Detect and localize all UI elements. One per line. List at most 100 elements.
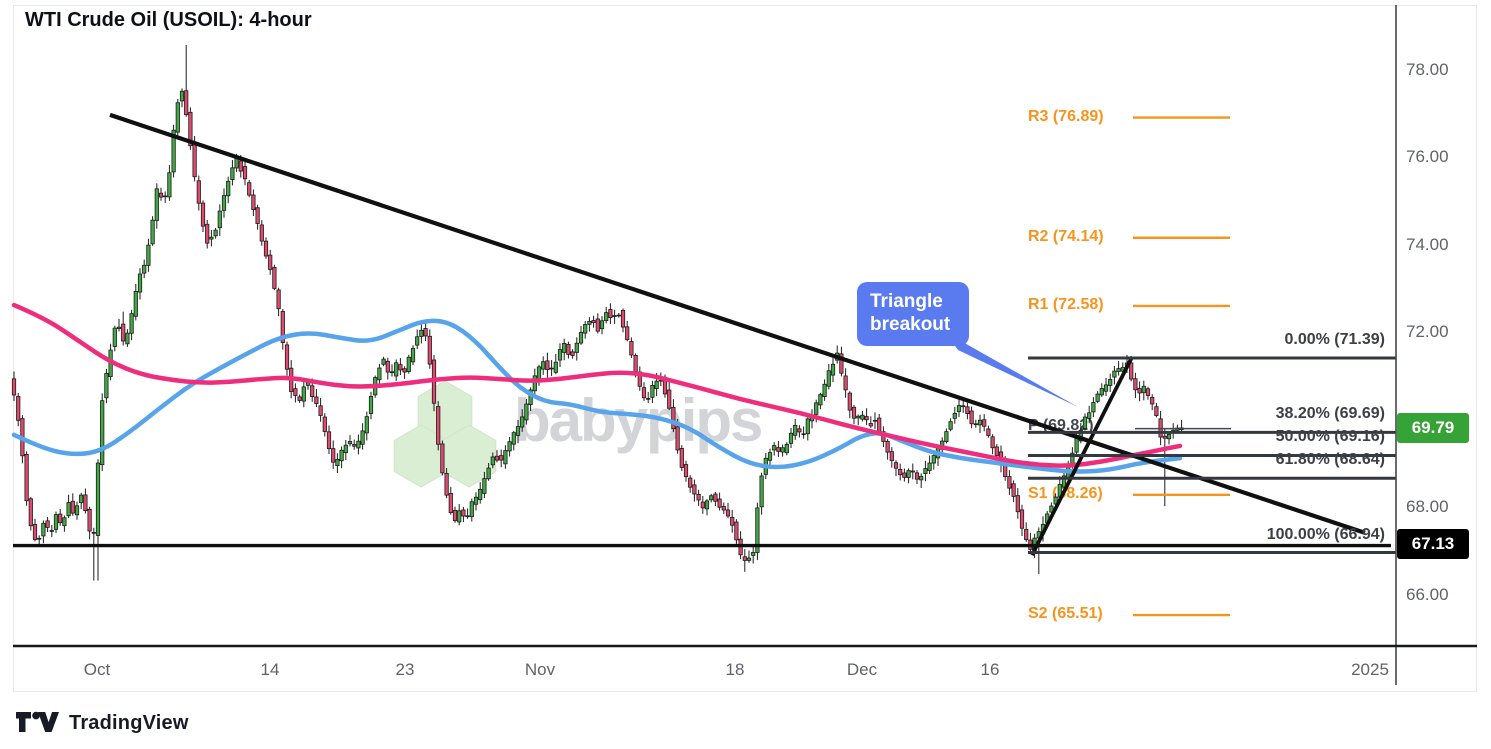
candle-body <box>352 444 357 447</box>
candle-body <box>196 180 201 204</box>
candle-body <box>914 472 920 480</box>
candle-body <box>158 192 164 198</box>
candle-body <box>872 419 878 422</box>
candle-body <box>116 326 122 329</box>
candle-body <box>360 430 365 445</box>
candle-body <box>608 309 613 319</box>
candle-body <box>511 432 516 445</box>
candle-body <box>725 509 731 517</box>
candle-body <box>406 356 411 372</box>
candle-body <box>284 344 290 370</box>
candle-body <box>457 510 462 523</box>
candle-body <box>944 431 949 442</box>
candle-body <box>784 443 789 454</box>
candle-body <box>713 493 718 502</box>
candle-body <box>213 229 218 237</box>
candle-body <box>1099 388 1104 396</box>
candle-body <box>570 351 575 356</box>
candle-body <box>893 462 899 469</box>
candle-body <box>541 361 546 370</box>
candle-body <box>746 557 752 561</box>
candle-body <box>146 244 151 266</box>
candle-body <box>37 537 42 540</box>
candle-body <box>864 416 869 421</box>
candle-body <box>452 509 458 522</box>
candle-body <box>368 396 374 414</box>
candle-body <box>347 441 353 445</box>
candle-body <box>163 195 168 198</box>
candle-body <box>1133 378 1138 391</box>
candle-body <box>486 467 491 480</box>
candle-body <box>83 494 88 511</box>
ma-slow-pink <box>11 302 1183 468</box>
babypips-cubes-icon <box>441 424 497 488</box>
candle-body <box>1019 509 1025 529</box>
candle-body <box>688 477 693 488</box>
candle-body <box>650 384 655 398</box>
candle-body <box>125 332 130 345</box>
candle-body <box>1011 483 1016 497</box>
candle-body <box>272 267 277 289</box>
candle-body <box>179 90 185 102</box>
candle-body <box>66 502 71 517</box>
support-price-badge: 67.13 <box>1397 529 1469 560</box>
candle-body <box>74 505 80 516</box>
candle-body <box>1091 402 1096 413</box>
candle-body <box>238 160 243 172</box>
candle-body <box>1095 393 1100 402</box>
candle-body <box>427 335 432 365</box>
candle-body <box>41 522 46 537</box>
candle-body <box>444 473 449 496</box>
candle-body <box>326 431 332 450</box>
candle-body <box>839 353 844 374</box>
candle-body <box>583 324 588 334</box>
candle-body <box>679 448 684 468</box>
candle-body <box>923 468 928 474</box>
candle-body <box>751 552 756 556</box>
candle-body <box>965 406 970 415</box>
candle-body <box>1145 388 1151 396</box>
candle-body <box>868 423 873 427</box>
candle-body <box>977 419 983 426</box>
candle-body <box>788 432 794 444</box>
candle-body <box>448 493 453 514</box>
candle-body <box>331 448 336 463</box>
candle-body <box>121 323 126 342</box>
candle-body <box>553 361 558 373</box>
candle-body <box>310 385 315 397</box>
candle-body <box>339 449 344 462</box>
candle-body <box>255 207 260 224</box>
candle-body <box>986 428 991 436</box>
candle-body <box>32 524 38 540</box>
candle-body <box>1162 435 1167 439</box>
candle-body <box>410 348 416 363</box>
candle-body <box>629 341 634 356</box>
candle-body <box>734 521 739 541</box>
candle-body <box>860 414 865 420</box>
ma-fast-blue <box>11 318 1183 474</box>
candle-body <box>700 501 705 509</box>
candle-body <box>205 223 210 244</box>
candle-body <box>973 423 978 426</box>
candle-body <box>952 413 957 419</box>
candle-body <box>28 498 33 527</box>
candle-body <box>184 90 189 116</box>
candle-body <box>507 441 512 452</box>
candle-body <box>11 378 17 396</box>
candle-body <box>956 405 962 412</box>
candle-body <box>1024 529 1029 540</box>
candle-body <box>297 396 302 401</box>
candle-body <box>818 394 823 406</box>
candle-body <box>280 311 285 343</box>
candle-body <box>490 456 495 466</box>
candle-body <box>16 396 21 421</box>
tradingview-branding[interactable]: TradingView <box>16 711 189 735</box>
candle-body <box>776 447 781 452</box>
candle-body <box>910 470 915 473</box>
candle-body <box>499 455 504 461</box>
candle-body <box>587 320 592 325</box>
candle-body <box>675 426 680 451</box>
candle-body <box>175 102 180 133</box>
